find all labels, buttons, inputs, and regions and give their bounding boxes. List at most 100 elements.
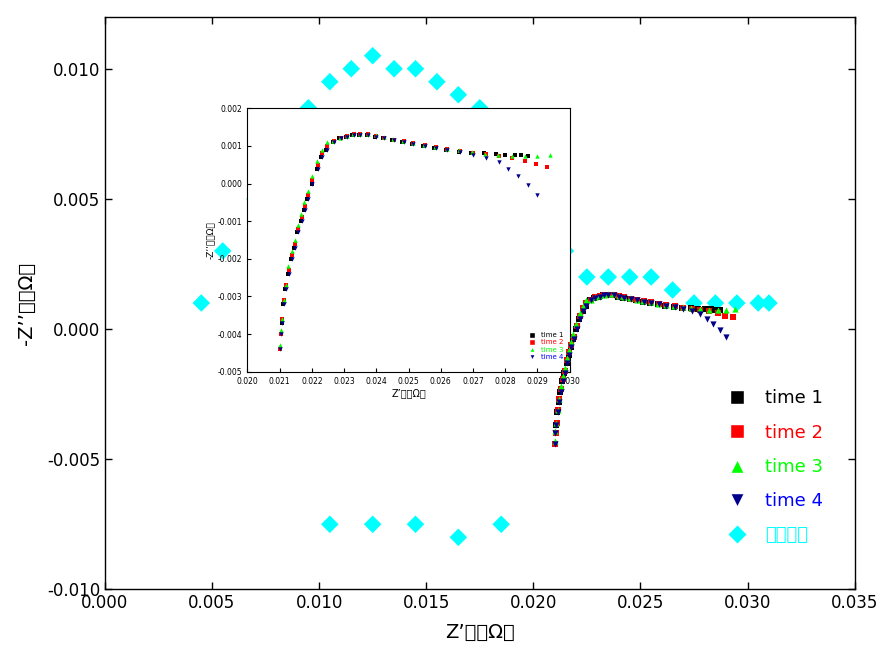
Point <box>578 301 593 311</box>
Point <box>628 295 643 306</box>
Point <box>705 318 720 329</box>
Point <box>559 358 573 368</box>
Point <box>493 115 508 126</box>
Point <box>606 289 620 300</box>
Point <box>591 291 605 302</box>
Point <box>666 301 680 312</box>
Point <box>667 302 681 313</box>
Point <box>761 298 775 308</box>
Point <box>552 397 566 407</box>
Point <box>569 324 583 334</box>
Point <box>710 305 724 316</box>
Point <box>644 298 658 308</box>
Point <box>579 272 594 282</box>
Point <box>569 321 583 331</box>
Point <box>592 291 606 301</box>
Point <box>704 304 718 314</box>
Point <box>551 397 565 407</box>
Point <box>601 290 615 301</box>
Point <box>557 366 571 376</box>
Point <box>684 303 698 314</box>
Point <box>617 293 631 303</box>
Point <box>617 292 631 302</box>
Point <box>569 324 583 334</box>
Point <box>592 291 606 301</box>
Point <box>750 298 764 308</box>
Point <box>515 155 529 165</box>
Point <box>451 532 465 542</box>
Point <box>547 438 561 449</box>
Point <box>408 519 422 530</box>
Point <box>622 293 637 304</box>
Point <box>565 334 579 345</box>
Point <box>572 311 586 322</box>
Point <box>674 302 688 313</box>
Point <box>599 290 613 301</box>
Point <box>563 339 578 350</box>
Point <box>551 394 565 405</box>
Point <box>555 370 569 381</box>
Point <box>717 310 731 321</box>
Y-axis label: -Z’’　（Ω）: -Z’’ （Ω） <box>17 262 36 345</box>
Point <box>559 353 573 363</box>
Point <box>323 519 337 530</box>
Point <box>493 519 508 530</box>
Point <box>548 428 562 438</box>
Point <box>569 318 583 329</box>
Point <box>615 293 629 303</box>
Point <box>650 299 664 310</box>
Point <box>699 314 713 324</box>
Point <box>343 63 358 74</box>
Point <box>651 299 665 310</box>
Point <box>622 294 637 304</box>
Point <box>561 347 576 358</box>
Point <box>547 436 561 446</box>
Point <box>657 301 671 311</box>
Point <box>563 337 578 347</box>
Point <box>690 303 704 314</box>
Point <box>578 301 593 311</box>
Point <box>596 289 611 300</box>
Point <box>650 299 664 309</box>
Point <box>693 308 707 319</box>
Point <box>636 297 650 307</box>
Point <box>622 272 637 282</box>
Point <box>566 329 580 339</box>
Point <box>610 291 624 302</box>
Point <box>611 291 626 301</box>
Point <box>643 297 657 308</box>
Point <box>549 418 563 428</box>
Point <box>563 342 578 353</box>
Legend: time 1, time 2, time 3, time 4, 并联电源: time 1, time 2, time 3, time 4, 并联电源 <box>711 382 830 552</box>
Point <box>572 308 586 319</box>
Point <box>724 312 738 323</box>
Point <box>547 438 561 449</box>
Point <box>548 428 562 438</box>
Point <box>675 302 689 313</box>
Point <box>635 297 649 307</box>
Point <box>215 246 230 256</box>
Point <box>555 373 569 384</box>
Point <box>555 376 569 386</box>
Point <box>642 298 656 308</box>
Point <box>408 63 422 74</box>
Point <box>611 291 625 301</box>
Point <box>571 314 586 324</box>
Point <box>552 394 566 405</box>
Point <box>587 293 602 303</box>
Point <box>684 306 698 316</box>
Point <box>553 386 568 397</box>
Point <box>561 350 575 360</box>
Point <box>552 386 567 397</box>
Point <box>280 142 294 152</box>
Point <box>600 289 614 300</box>
Point <box>583 295 597 306</box>
Point <box>692 304 706 314</box>
Point <box>658 300 672 310</box>
Point <box>666 302 680 312</box>
Point <box>712 304 726 315</box>
Point <box>550 407 564 418</box>
Point <box>628 295 643 305</box>
Point <box>429 76 443 87</box>
Point <box>557 368 571 378</box>
